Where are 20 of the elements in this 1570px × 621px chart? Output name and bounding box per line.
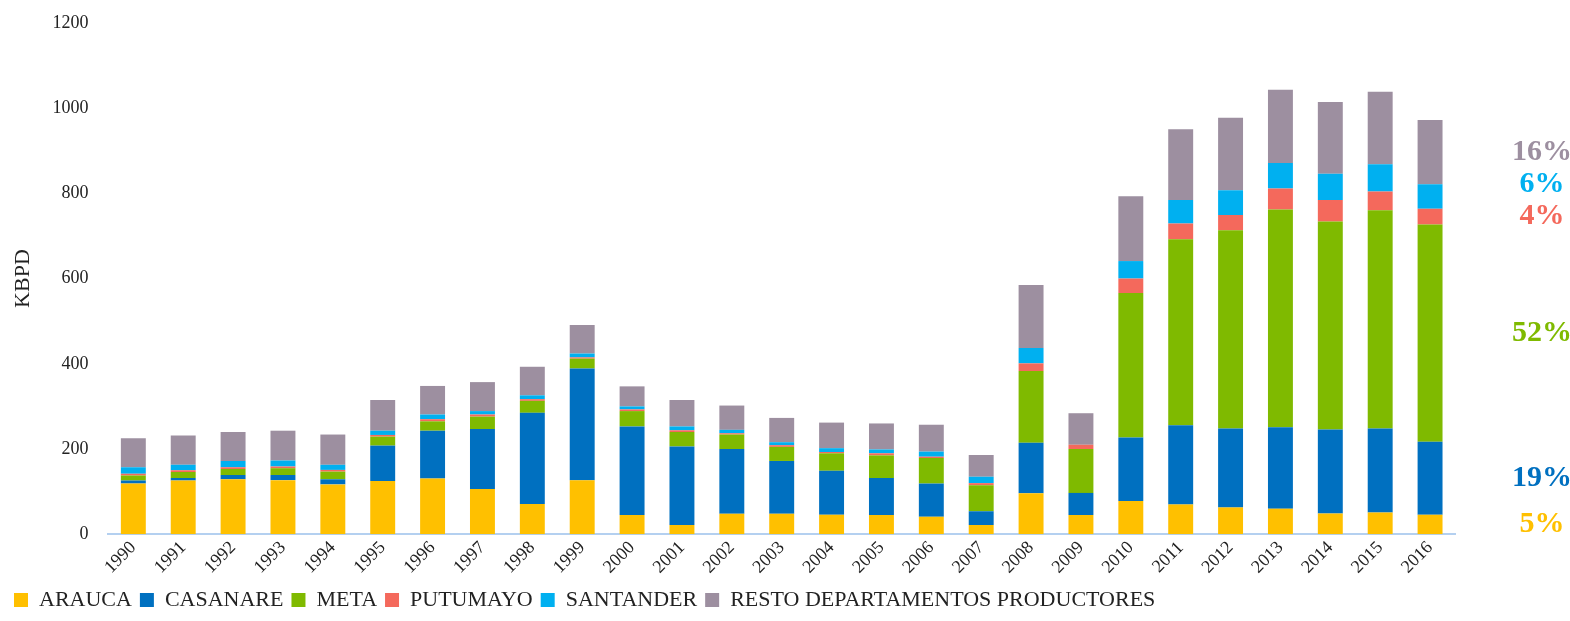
y-tick-label: 800 bbox=[61, 182, 89, 203]
legend-label: CASANARE bbox=[164, 585, 284, 611]
text: 5% bbox=[1519, 505, 1565, 539]
text: 6% bbox=[1519, 165, 1565, 199]
text: 52% bbox=[1512, 313, 1570, 347]
y-axis-title: KBPD bbox=[8, 249, 34, 308]
y-tick-label: 200 bbox=[61, 437, 89, 458]
text: 16% bbox=[1512, 132, 1570, 166]
y-tick-label: 400 bbox=[61, 352, 89, 373]
y-tick-label: 1200 bbox=[52, 11, 89, 32]
text: 19% bbox=[1512, 458, 1570, 492]
text: 4% bbox=[1519, 197, 1565, 231]
legend-label: PUTUMAYO bbox=[410, 585, 533, 611]
legend-label: META bbox=[316, 585, 378, 611]
y-tick-label: 600 bbox=[61, 267, 89, 288]
y-tick-label: 0 bbox=[79, 523, 89, 544]
legend-label: ARAUCA bbox=[39, 585, 133, 611]
legend-label: SANTANDER bbox=[565, 585, 698, 611]
legend-label: RESTO DEPARTAMENTOS PRODUCTORES bbox=[730, 585, 1156, 611]
y-tick-label: 1000 bbox=[52, 96, 89, 117]
